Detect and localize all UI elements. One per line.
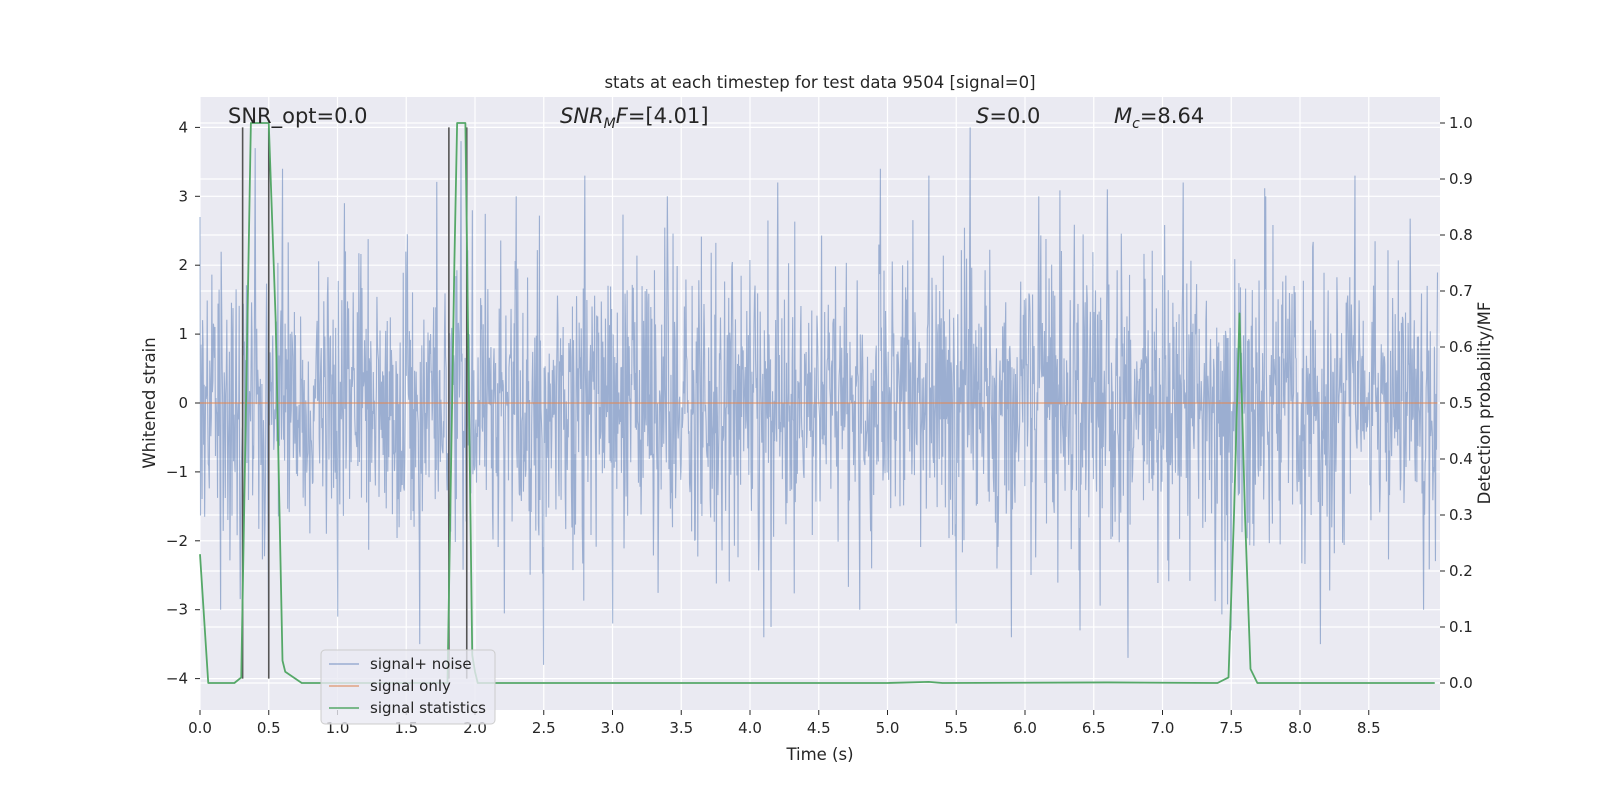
x-tick-label: 0.0 [188, 719, 212, 737]
y-right-tick-label: 0.7 [1449, 282, 1473, 300]
y-right-tick-label: 0.1 [1449, 618, 1473, 636]
y-axis-ticks: 4 3 2 1 0 −1 −2 −3 −4 [166, 118, 200, 688]
legend-box [320, 649, 496, 725]
y-right-tick-label: 0.9 [1449, 170, 1473, 188]
s-value: =0.0 [989, 104, 1040, 128]
x-tick-label: 6.5 [1082, 719, 1106, 737]
y-tick-label: −3 [166, 601, 188, 619]
y-tick-label: 0 [178, 394, 188, 412]
y-right-axis-ticks: 1.0 0.9 0.8 0.7 0.6 0.5 0.4 0.3 0.2 0.1 0.0 [1440, 114, 1473, 692]
y-right-tick-label: 0.3 [1449, 506, 1473, 524]
y-tick-label: −2 [166, 532, 188, 550]
x-tick-label: 5.0 [876, 719, 900, 737]
y-tick-label: 2 [178, 256, 188, 274]
snr-opt-annotation: SNR_opt=0.0 [228, 104, 368, 129]
x-tick-label: 2.5 [532, 719, 556, 737]
x-tick-label: 6.0 [1013, 719, 1037, 737]
y-right-tick-label: 0.8 [1449, 226, 1473, 244]
y-tick-label: −1 [166, 463, 188, 481]
legend: signal+ noise signal only signal statist… [320, 649, 496, 725]
y-tick-label: −4 [166, 670, 188, 688]
y-right-tick-label: 0.0 [1449, 674, 1473, 692]
x-axis-label: Time (s) [785, 745, 853, 764]
y-right-tick-label: 1.0 [1449, 114, 1473, 132]
y-right-axis-label: Detection probability/MF [1475, 302, 1494, 505]
x-tick-label: 7.0 [1151, 719, 1175, 737]
x-tick-label: 8.5 [1357, 719, 1381, 737]
legend-label-signal: signal only [370, 677, 451, 695]
x-tick-label: 3.5 [669, 719, 693, 737]
x-tick-label: 3.0 [601, 719, 625, 737]
x-tick-label: 4.5 [807, 719, 831, 737]
y-right-tick-label: 0.2 [1449, 562, 1473, 580]
x-tick-label: 8.0 [1288, 719, 1312, 737]
legend-label-stats: signal statistics [370, 699, 486, 717]
x-tick-label: 5.5 [944, 719, 968, 737]
y-right-tick-label: 0.4 [1449, 450, 1473, 468]
snr-mf-value: =[4.01] [628, 104, 709, 128]
x-tick-label: 4.0 [738, 719, 762, 737]
y-tick-label: 4 [178, 118, 188, 136]
y-right-tick-label: 0.5 [1449, 394, 1473, 412]
y-right-tick-label: 0.6 [1449, 338, 1473, 356]
snr-mf-annotation: SNRMF=[4.01] [560, 104, 709, 132]
y-tick-label: 3 [178, 187, 188, 205]
legend-label-noise: signal+ noise [370, 655, 472, 673]
s-annotation: S=0.0 [976, 104, 1040, 128]
x-tick-label: 0.5 [257, 719, 281, 737]
x-tick-label: 7.5 [1219, 719, 1243, 737]
y-tick-label: 1 [178, 325, 188, 343]
y-axis-label: Whitened strain [140, 337, 159, 468]
mc-annotation: Mc=8.64 [1114, 104, 1204, 132]
chart-title: stats at each timestep for test data 950… [604, 73, 1035, 92]
mc-value: =8.64 [1140, 104, 1204, 128]
